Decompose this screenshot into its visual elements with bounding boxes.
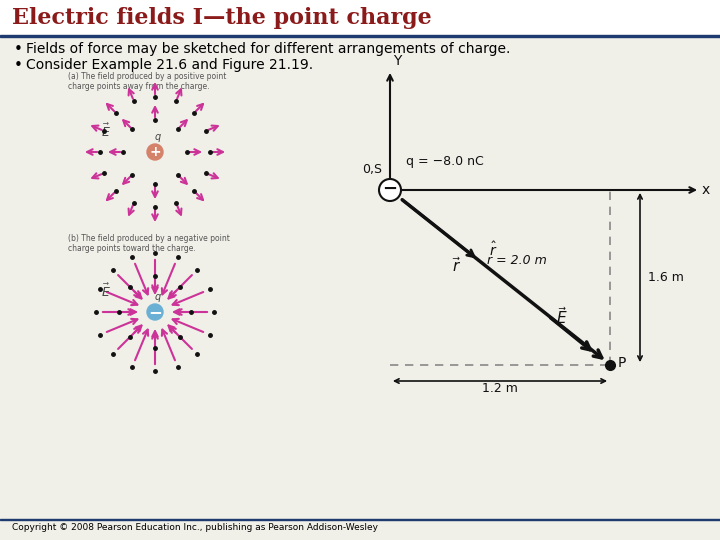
Text: 1.6 m: 1.6 m	[648, 271, 684, 284]
Text: $\vec{E}$: $\vec{E}$	[101, 283, 111, 300]
Text: (a) The field produced by a positive point
charge points away from the charge.: (a) The field produced by a positive poi…	[68, 72, 226, 91]
Text: r = 2.0 m: r = 2.0 m	[487, 254, 546, 267]
Text: 0,S: 0,S	[362, 163, 382, 176]
Text: •: •	[14, 58, 23, 73]
Text: q = −8.0 nC: q = −8.0 nC	[406, 155, 484, 168]
Text: q: q	[155, 292, 161, 302]
Text: (b) The field produced by a negative point
charge points toward the charge.: (b) The field produced by a negative poi…	[68, 234, 230, 253]
Text: q: q	[155, 132, 161, 142]
Text: $\hat{r}$: $\hat{r}$	[489, 241, 497, 259]
Text: −: −	[382, 180, 397, 198]
Text: P: P	[618, 356, 626, 370]
Text: Electric fields I—the point charge: Electric fields I—the point charge	[12, 7, 432, 29]
Circle shape	[379, 179, 401, 201]
Circle shape	[147, 144, 163, 160]
Bar	[0, 35, 720, 37]
Text: 1.2 m: 1.2 m	[482, 382, 518, 395]
Text: −: −	[148, 303, 162, 321]
Text: $\vec{E}$: $\vec{E}$	[557, 306, 568, 327]
Text: +: +	[149, 145, 161, 159]
Bar	[0, 518, 720, 520]
Text: $\vec{r}$: $\vec{r}$	[452, 256, 462, 275]
Text: Consider Example 21.6 and Figure 21.19.: Consider Example 21.6 and Figure 21.19.	[26, 58, 313, 72]
Circle shape	[147, 304, 163, 320]
Bar	[0, 0, 720, 35]
Text: x: x	[702, 183, 710, 197]
Text: Y: Y	[393, 54, 401, 68]
Text: Copyright © 2008 Pearson Education Inc., publishing as Pearson Addison-Wesley: Copyright © 2008 Pearson Education Inc.,…	[12, 523, 378, 532]
Text: •: •	[14, 42, 23, 57]
Text: $\vec{E}$: $\vec{E}$	[101, 123, 111, 140]
Text: Fields of force may be sketched for different arrangements of charge.: Fields of force may be sketched for diff…	[26, 42, 510, 56]
